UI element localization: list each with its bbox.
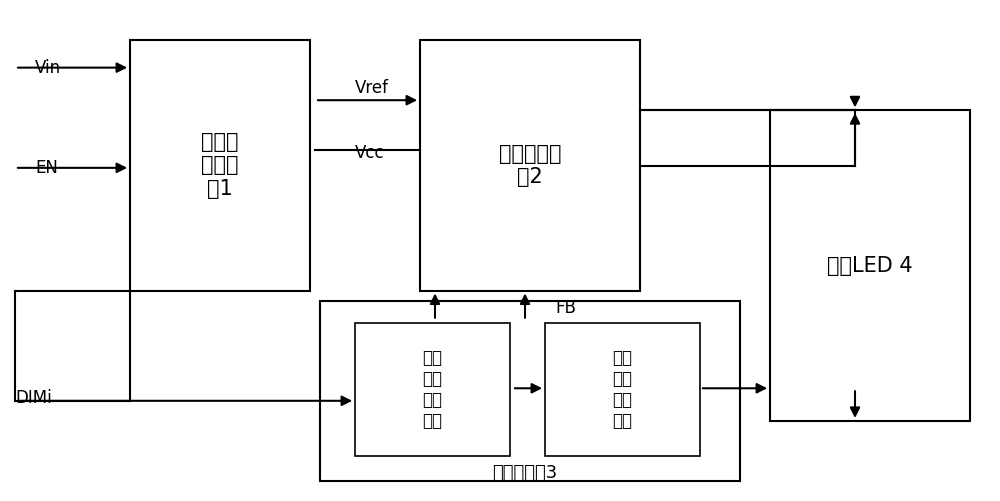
Text: 恒流
输出
控制
单元: 恒流 输出 控制 单元 [612,349,633,430]
FancyBboxPatch shape [355,323,510,456]
FancyBboxPatch shape [770,110,970,421]
Text: 负载LED 4: 负载LED 4 [827,256,913,276]
Text: 电压转换模
块2: 电压转换模 块2 [499,144,561,187]
Text: 恒流控制器3: 恒流控制器3 [492,464,558,482]
Text: 参考
电流
设置
单元: 参考 电流 设置 单元 [422,349,442,430]
Text: DIMi: DIMi [15,389,52,407]
Text: FB: FB [555,299,576,317]
FancyBboxPatch shape [130,40,310,291]
Text: Vcc: Vcc [355,144,385,162]
Text: 参考电
压源模
块1: 参考电 压源模 块1 [201,132,239,198]
Text: Vin: Vin [35,59,61,77]
Text: Vref: Vref [355,79,389,97]
FancyBboxPatch shape [545,323,700,456]
FancyBboxPatch shape [320,301,740,481]
Text: EN: EN [35,159,58,177]
FancyBboxPatch shape [420,40,640,291]
